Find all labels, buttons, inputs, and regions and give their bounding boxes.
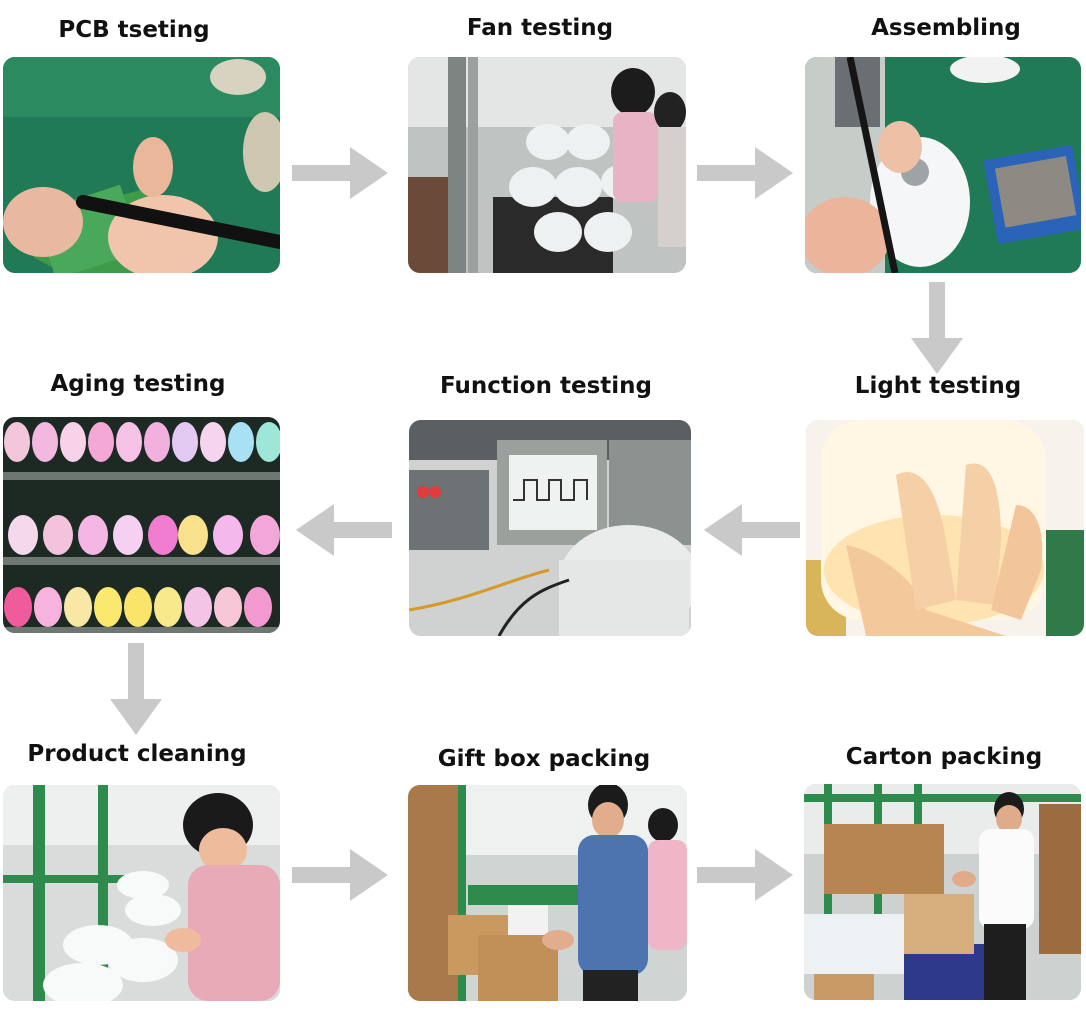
- arrow-down-icon: [911, 282, 963, 374]
- arrow-right-icon: [697, 147, 793, 199]
- product-cleaning-worker-photo: [3, 785, 280, 1001]
- arrow-down-icon: [110, 643, 162, 735]
- pcb-soldering-photo: [3, 57, 280, 273]
- step-label-product-cleaning: Product cleaning: [27, 741, 247, 767]
- arrow-right-icon: [292, 849, 388, 901]
- carton-packing-photo: [804, 784, 1081, 1000]
- light-testing-hand-photo: [806, 420, 1084, 636]
- arrow-left-icon: [704, 504, 800, 556]
- assembling-diffuser-photo: [805, 57, 1081, 273]
- arrow-right-icon: [697, 849, 793, 901]
- fan-testing-line-photo: [408, 57, 686, 273]
- arrow-right-icon: [292, 147, 388, 199]
- gift-box-packing-photo: [408, 785, 687, 1001]
- aging-shelves-lamps-photo: [3, 417, 280, 633]
- step-label-assembling: Assembling: [871, 15, 1021, 41]
- oscilloscope-testing-photo: [409, 420, 691, 636]
- step-label-light-testing: Light testing: [854, 373, 1022, 399]
- step-label-carton-packing: Carton packing: [845, 744, 1043, 770]
- step-label-fan-testing: Fan testing: [466, 15, 614, 41]
- step-label-function-testing: Function testing: [439, 373, 652, 399]
- step-label-aging-testing: Aging testing: [50, 371, 226, 397]
- step-label-pcb-testing: PCB tseting: [58, 17, 210, 43]
- arrow-left-icon: [296, 504, 392, 556]
- step-label-gift-box-packing: Gift box packing: [437, 746, 651, 772]
